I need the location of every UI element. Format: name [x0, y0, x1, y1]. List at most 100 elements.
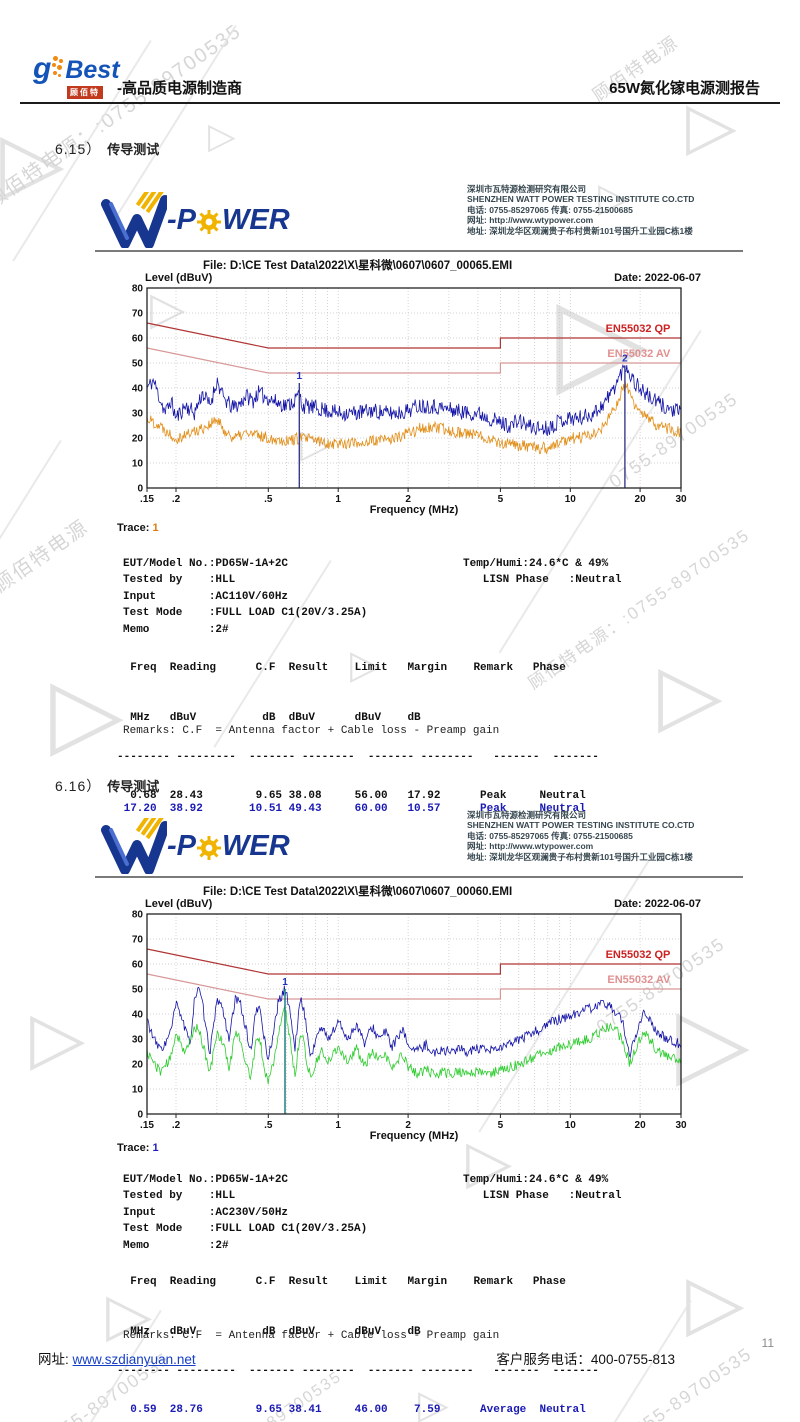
- eut-info-left: EUT/Model No.:PD65W-1A+2C Tested by :HLL I…: [123, 1174, 368, 1252]
- section-title: 传导测试: [107, 142, 160, 157]
- svg-text:50: 50: [132, 359, 144, 370]
- svg-text:5: 5: [498, 1120, 504, 1131]
- wpower-logo-text-right: WER: [222, 203, 290, 236]
- page-number: 11: [761, 1336, 774, 1350]
- lab-contact-block: 深圳市瓦特源检测研究有限公司 SHENZHEN WATT POWER TESTIN…: [467, 810, 695, 862]
- footer-service-phone: 客户服务电话：400-0755-813: [496, 1352, 675, 1367]
- wpower-w-icon: [101, 818, 167, 874]
- svg-text:70: 70: [132, 935, 144, 946]
- svg-text:.15: .15: [140, 1120, 154, 1131]
- remarks-line: Remarks: C.F = Antenna factor + Cable lo…: [123, 1330, 500, 1342]
- svg-text:10: 10: [565, 494, 577, 505]
- results-table-units: MHz dBuV dB dBuV dBuV dB: [117, 712, 421, 724]
- svg-text:20: 20: [635, 494, 647, 505]
- trace-indicator: Trace: 1: [117, 1142, 159, 1154]
- svg-text:.2: .2: [172, 494, 181, 505]
- section-number: 6.15）: [55, 141, 102, 157]
- eut-info-right: Temp/Humi:24.6*C & 49% LISN Phase :Neutr…: [463, 558, 622, 587]
- svg-text:40: 40: [132, 1010, 144, 1021]
- svg-text:30: 30: [132, 1035, 144, 1046]
- svg-text:EN55032 QP: EN55032 QP: [606, 323, 671, 335]
- y-axis-title: Level (dBuV): [145, 272, 213, 284]
- svg-text:80: 80: [132, 284, 144, 295]
- svg-text:0: 0: [137, 1110, 143, 1121]
- trace-label: Trace:: [117, 1142, 150, 1154]
- file-path: File: D:\CE Test Data\2022\X\星科微\0607\06…: [203, 260, 513, 272]
- header-rule: [20, 102, 780, 104]
- watermark-chevron-icon: ▷: [30, 998, 86, 1078]
- svg-text:Frequency (MHz): Frequency (MHz): [370, 1130, 459, 1142]
- svg-text:.15: .15: [140, 494, 154, 505]
- trace-value: 1: [152, 522, 159, 534]
- svg-text:10: 10: [132, 1085, 144, 1096]
- watermark-line: [0, 440, 62, 662]
- report-rule: [95, 876, 743, 878]
- trace-indicator: Trace: 1: [117, 522, 159, 534]
- test-date: Date: 2022-06-07: [614, 272, 701, 284]
- wpower-gear-icon: [197, 836, 221, 860]
- wpower-gear-icon: [197, 210, 221, 234]
- watermark-chevron-icon: ▷: [208, 115, 236, 156]
- gobest-logo-dots-icon: [51, 56, 65, 82]
- results-table: Freq Reading C.F Result Limit Margin Rem…: [117, 636, 599, 842]
- website-label: 网址:: [38, 1352, 69, 1367]
- gobest-logo-g: g: [33, 52, 52, 85]
- svg-text:2: 2: [405, 494, 411, 505]
- svg-text:50: 50: [132, 985, 144, 996]
- results-table-rows: 0.68 28.43 9.65 38.08 56.00 17.92 Peak N…: [117, 790, 586, 815]
- svg-text:EN55032 AV: EN55032 AV: [607, 974, 671, 986]
- svg-text:80: 80: [132, 910, 144, 921]
- y-axis-title: Level (dBuV): [145, 898, 213, 910]
- report-6-15: -P WER: [95, 180, 743, 815]
- svg-text:60: 60: [132, 334, 144, 345]
- svg-text:30: 30: [132, 409, 144, 420]
- svg-text:30: 30: [675, 1120, 687, 1131]
- svg-text:1: 1: [297, 371, 303, 382]
- section-heading-6-15: 6.15） 传导测试: [55, 139, 159, 159]
- header-tagline: -高品质电源制造商: [117, 80, 242, 97]
- svg-text:60: 60: [132, 960, 144, 971]
- svg-text:EN55032 AV: EN55032 AV: [607, 348, 671, 360]
- svg-text:1: 1: [335, 1120, 341, 1131]
- eut-info-right: Temp/Humi:24.6*C & 49% LISN Phase :Neutr…: [463, 1174, 622, 1203]
- test-date: Date: 2022-06-07: [614, 898, 701, 910]
- svg-text:.5: .5: [264, 1120, 273, 1131]
- svg-text:10: 10: [565, 1120, 577, 1131]
- svg-text:0: 0: [137, 484, 143, 495]
- wpower-logo-text-left: -P: [167, 829, 196, 862]
- svg-text:5: 5: [498, 494, 504, 505]
- remarks-line: Remarks: C.F = Antenna factor + Cable lo…: [123, 725, 500, 737]
- footer-website: 网址: www.szdianyuan.net: [38, 1348, 196, 1368]
- svg-text:.2: .2: [172, 1120, 181, 1131]
- svg-text:20: 20: [132, 434, 144, 445]
- results-table-header: Freq Reading C.F Result Limit Margin Rem…: [117, 662, 566, 674]
- section-number: 6.16）: [55, 778, 102, 794]
- eut-info-left: EUT/Model No.:PD65W-1A+2C Tested by :HLL I…: [123, 558, 368, 636]
- svg-text:10: 10: [132, 459, 144, 470]
- wpower-w-icon: [101, 192, 167, 248]
- svg-text:EN55032 QP: EN55032 QP: [606, 949, 671, 961]
- svg-text:40: 40: [132, 384, 144, 395]
- svg-text:2: 2: [622, 354, 628, 365]
- section-title: 传导测试: [107, 779, 160, 794]
- svg-text:20: 20: [635, 1120, 647, 1131]
- svg-text:2: 2: [405, 1120, 411, 1131]
- gobest-logo-badge: 顾佰特: [67, 86, 103, 99]
- report-6-16: -P WER: [95, 806, 743, 1416]
- results-table-header: Freq Reading C.F Result Limit Margin Rem…: [117, 1276, 566, 1288]
- svg-text:1: 1: [282, 977, 288, 988]
- svg-text:20: 20: [132, 1060, 144, 1071]
- results-table-units: MHz dBuV dB dBuV dBuV dB: [117, 1326, 421, 1338]
- file-path: File: D:\CE Test Data\2022\X\星科微\0607\06…: [203, 886, 513, 898]
- wpower-logo-text-right: WER: [222, 829, 290, 862]
- website-link[interactable]: www.szdianyuan.net: [72, 1352, 196, 1367]
- gobest-logo-best: Best: [65, 56, 120, 84]
- watermark-text: 顾佰特电源: [0, 515, 93, 598]
- lab-contact-block: 深圳市瓦特源检测研究有限公司 SHENZHEN WATT POWER TESTIN…: [467, 184, 695, 236]
- results-table-rows: 0.59 28.76 9.65 38.41 46.00 7.59 Average…: [117, 1404, 586, 1416]
- results-table-separator: -------- --------- ------- -------- ----…: [117, 751, 599, 763]
- svg-text:1: 1: [335, 494, 341, 505]
